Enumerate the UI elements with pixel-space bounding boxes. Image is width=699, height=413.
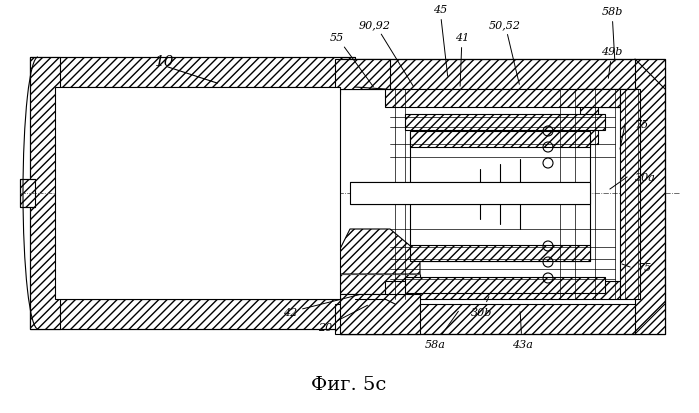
Bar — [20, 180, 35, 207]
Bar — [340, 294, 420, 334]
Bar — [405, 115, 605, 131]
Polygon shape — [340, 274, 420, 294]
Text: 49b: 49b — [601, 47, 623, 79]
Bar — [30, 58, 60, 329]
Bar — [385, 281, 620, 299]
Bar — [350, 183, 590, 204]
Text: 42: 42 — [283, 295, 359, 317]
Text: 43a: 43a — [512, 312, 533, 349]
Text: 30b: 30b — [471, 297, 493, 317]
Text: 20: 20 — [318, 306, 368, 332]
Bar — [335, 60, 390, 90]
Bar — [55, 88, 340, 299]
Bar — [580, 90, 635, 108]
Text: 30a: 30a — [635, 173, 656, 183]
Polygon shape — [340, 274, 420, 334]
Polygon shape — [340, 230, 420, 274]
Bar — [385, 90, 620, 108]
Text: 50,52: 50,52 — [489, 20, 521, 85]
Polygon shape — [340, 274, 420, 294]
Text: 55: 55 — [330, 33, 373, 88]
Bar — [30, 58, 355, 88]
Polygon shape — [340, 230, 420, 274]
Text: 58b: 58b — [601, 7, 623, 62]
Bar — [410, 245, 590, 261]
Bar — [335, 304, 390, 334]
Bar — [340, 60, 665, 90]
Text: 58a: 58a — [424, 311, 459, 349]
Text: 75: 75 — [638, 262, 652, 272]
Bar — [410, 132, 590, 261]
Text: 41: 41 — [455, 33, 469, 87]
Bar — [340, 304, 665, 334]
Text: 75: 75 — [635, 120, 649, 130]
Bar — [635, 60, 665, 334]
Text: 10: 10 — [155, 55, 175, 69]
Polygon shape — [340, 274, 420, 334]
Bar — [30, 299, 355, 329]
Bar — [410, 132, 590, 147]
Bar — [620, 90, 640, 299]
Text: 90,92: 90,92 — [359, 20, 414, 88]
Bar — [580, 90, 598, 145]
Text: 45: 45 — [433, 5, 447, 77]
Text: Фиг. 5c: Фиг. 5c — [311, 375, 387, 393]
Bar — [405, 277, 605, 293]
